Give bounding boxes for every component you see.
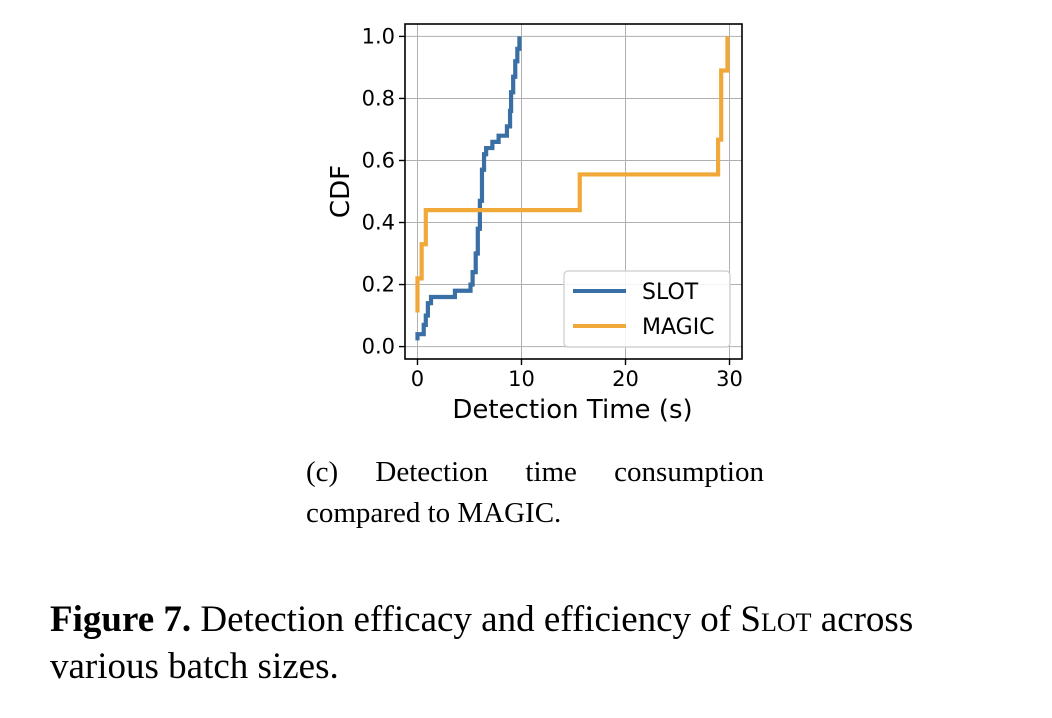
y-tick-label: 0.6	[362, 148, 395, 172]
x-tick-label: 20	[612, 367, 639, 391]
y-tick-label: 0.4	[362, 211, 395, 235]
figure-caption: Figure 7. Detection efficacy and efficie…	[50, 596, 1025, 690]
axis-ticks: 0 10 20 30 0.0 0.2 0.4 0.6 0.8 1.0	[362, 24, 743, 391]
subfigure-caption: (c) Detection time consumption compared …	[306, 452, 764, 534]
y-tick-label: 0.2	[362, 273, 395, 297]
cdf-chart: 0 10 20 30 0.0 0.2 0.4 0.6 0.8 1.0 CDF Detection …	[326, 23, 743, 425]
legend-label-slot: SLOT	[642, 280, 699, 305]
subcaption-line-2: compared to MAGIC.	[306, 497, 562, 529]
x-axis-label: Detection Time (s)	[452, 395, 692, 425]
plot-frame	[404, 23, 743, 360]
y-tick-label: 0.8	[362, 86, 395, 110]
x-tick-label: 0	[411, 367, 424, 391]
figure-label: Figure 7.	[50, 599, 192, 640]
y-tick-label: 0.0	[362, 335, 395, 359]
x-tick-label: 10	[508, 367, 535, 391]
series-lines	[415, 36, 730, 341]
legend: SLOT MAGIC	[563, 270, 731, 348]
subcaption-line-1: (c) Detection time consumption	[306, 456, 764, 488]
series-line-slot	[415, 36, 522, 341]
figure-caption-text-before: Detection efficacy and efficiency of	[191, 599, 741, 640]
figure-caption-text-after: across various batch sizes.	[50, 599, 914, 687]
series-line-magic	[415, 36, 730, 313]
legend-label-magic: MAGIC	[642, 315, 715, 340]
y-axis-label: CDF	[326, 165, 356, 218]
method-name: Slot	[740, 599, 812, 640]
x-tick-label: 30	[716, 367, 743, 391]
y-tick-label: 1.0	[362, 24, 395, 48]
